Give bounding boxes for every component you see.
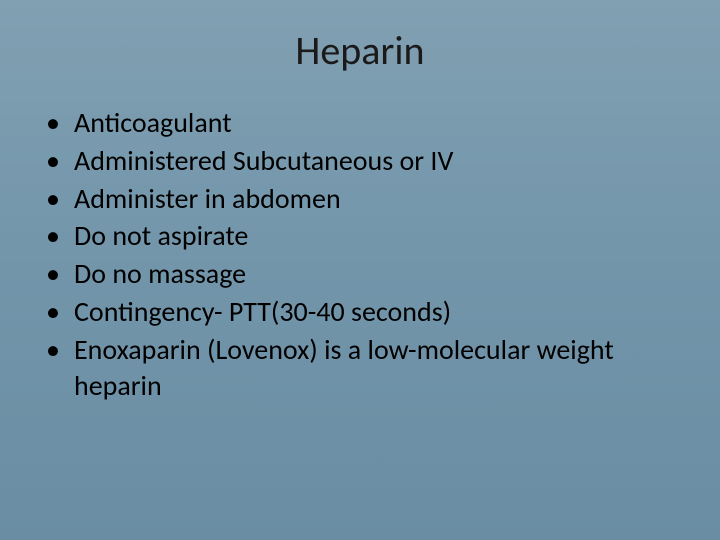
slide-title: Heparin [0, 0, 720, 105]
slide-container: Heparin Anticoagulant Administered Subcu… [0, 0, 720, 540]
list-item: Contingency- PTT(30-40 seconds) [38, 294, 680, 330]
bullet-list: Anticoagulant Administered Subcutaneous … [38, 105, 680, 404]
slide-content: Anticoagulant Administered Subcutaneous … [0, 105, 720, 404]
list-item: Enoxaparin (Lovenox) is a low-molecular … [38, 332, 680, 404]
list-item: Do no massage [38, 256, 680, 292]
list-item: Anticoagulant [38, 105, 680, 141]
list-item: Do not aspirate [38, 218, 680, 254]
list-item: Administered Subcutaneous or IV [38, 143, 680, 179]
list-item: Administer in abdomen [38, 181, 680, 217]
